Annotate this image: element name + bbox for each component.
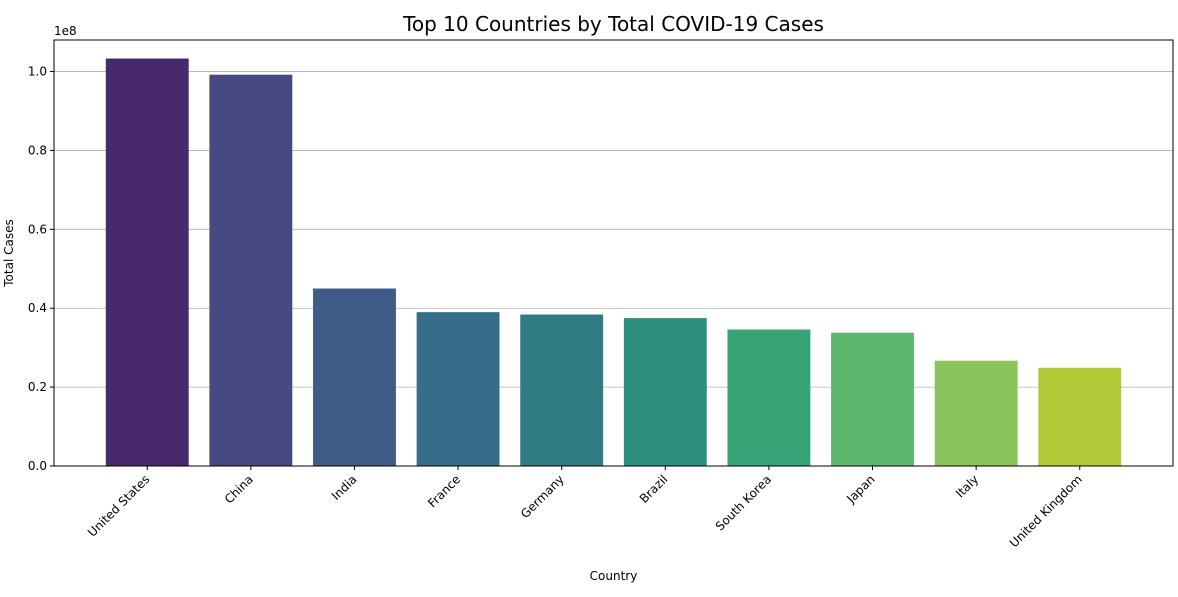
bar [623,318,707,466]
bar [831,332,914,466]
y-tick-label: 0.0 [28,459,47,473]
plot-frame [53,39,1174,467]
y-tick-label: 0.6 [28,222,47,236]
y-axis-label: Total Cases [2,219,16,287]
y-ticks: 0.0 0.2 0.4 0.6 0.8 1.0 [28,65,54,473]
bar [105,58,189,467]
y-tick-label: 1.0 [28,65,47,79]
bar [416,312,500,466]
chart-title: Top 10 Countries by Total COVID-19 Cases [402,12,824,36]
bar [313,288,396,466]
bar [520,314,604,466]
y-tick-label: 0.8 [28,143,47,157]
bars [105,58,1122,467]
x-axis-label: Country [590,569,638,583]
y-tick-label: 0.2 [28,380,47,394]
bar [209,74,293,466]
bar [727,329,811,466]
y-tick-label: 0.4 [28,301,47,315]
bar [934,360,1018,466]
bar [1038,367,1122,466]
y-offset-label: 1e8 [54,24,77,38]
